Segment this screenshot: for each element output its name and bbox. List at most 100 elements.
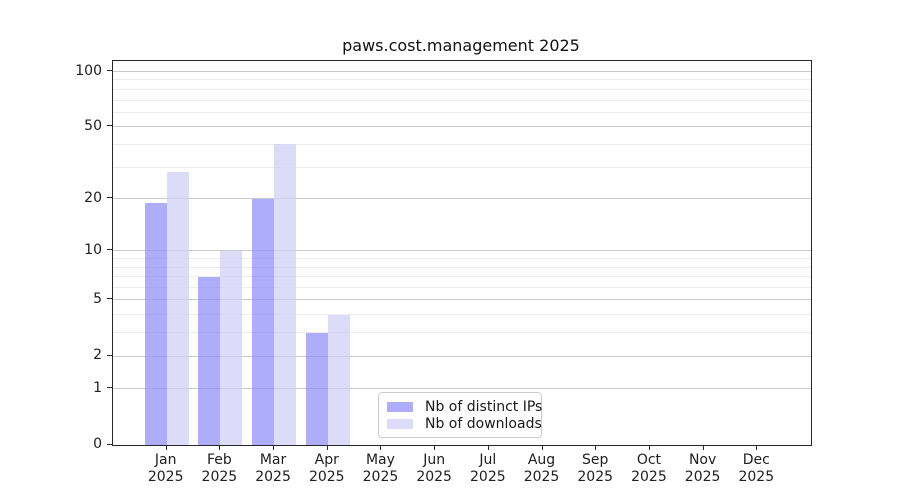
y-tick-mark bbox=[107, 197, 112, 199]
y-tick-mark bbox=[107, 354, 112, 356]
x-tick-label: May 2025 bbox=[348, 452, 412, 486]
x-tick-month: Jan bbox=[154, 452, 177, 468]
gridline-major bbox=[113, 388, 811, 390]
gridline-major bbox=[113, 198, 811, 200]
bar-distinct-ips bbox=[252, 198, 275, 445]
x-tick-mark bbox=[219, 446, 221, 450]
y-tick-mark bbox=[107, 125, 112, 127]
x-tick-mark bbox=[380, 446, 382, 450]
x-tick-mark bbox=[487, 446, 489, 450]
gridline-major bbox=[113, 126, 811, 128]
bar-downloads bbox=[274, 144, 297, 445]
x-tick-mark bbox=[595, 446, 597, 450]
chart-title: paws.cost.management 2025 bbox=[342, 36, 580, 55]
x-tick-mark bbox=[434, 446, 436, 450]
x-tick-mark bbox=[756, 446, 758, 450]
gridline-minor bbox=[113, 287, 811, 289]
x-tick-month: Mar bbox=[259, 452, 287, 468]
x-tick-year: 2025 bbox=[470, 469, 506, 485]
x-tick-mark bbox=[648, 446, 650, 450]
y-tick-label: 20 bbox=[84, 189, 102, 206]
gridline-minor bbox=[113, 258, 811, 260]
x-tick-year: 2025 bbox=[684, 469, 721, 485]
x-tick-year: 2025 bbox=[308, 469, 345, 485]
y-tick-label: 10 bbox=[84, 241, 102, 258]
legend-swatch-downloads bbox=[387, 418, 413, 429]
x-tick-month: Jul bbox=[479, 452, 497, 468]
gridline-minor bbox=[113, 99, 811, 101]
x-tick-year: 2025 bbox=[416, 469, 452, 485]
x-tick-label: Aug 2025 bbox=[510, 452, 574, 486]
gridline-minor bbox=[113, 88, 811, 90]
gridline-major bbox=[113, 355, 811, 357]
x-tick-label: Jul 2025 bbox=[456, 452, 520, 486]
x-tick-month: Dec bbox=[742, 452, 770, 468]
x-tick-label: Nov 2025 bbox=[671, 452, 735, 486]
x-tick-label: Sep 2025 bbox=[563, 452, 627, 486]
gridline-major bbox=[113, 250, 811, 252]
gridline-major bbox=[113, 299, 811, 301]
x-tick-year: 2025 bbox=[738, 469, 775, 485]
y-tick-label: 50 bbox=[84, 117, 102, 134]
x-tick-mark bbox=[702, 446, 704, 450]
legend: Nb of distinct IPs Nb of downloads bbox=[378, 392, 542, 438]
legend-label-distinct-ips: Nb of distinct IPs bbox=[425, 398, 543, 415]
x-tick-year: 2025 bbox=[255, 469, 291, 485]
legend-item-distinct-ips: Nb of distinct IPs bbox=[387, 398, 543, 415]
x-tick-label: Feb 2025 bbox=[187, 452, 251, 486]
y-tick-mark bbox=[107, 70, 112, 71]
x-tick-year: 2025 bbox=[631, 469, 667, 485]
bar-distinct-ips bbox=[144, 202, 167, 445]
x-tick-label: Jan 2025 bbox=[134, 452, 198, 486]
x-tick-year: 2025 bbox=[147, 469, 184, 485]
x-tick-year: 2025 bbox=[362, 469, 399, 485]
bar-downloads bbox=[220, 250, 243, 445]
gridline-minor bbox=[113, 314, 811, 316]
y-tick-label: 1 bbox=[93, 379, 102, 396]
legend-label-downloads: Nb of downloads bbox=[425, 415, 542, 432]
y-tick-label: 2 bbox=[93, 347, 102, 364]
x-tick-label: Jun 2025 bbox=[402, 452, 466, 486]
x-tick-mark bbox=[326, 446, 328, 450]
y-tick-mark bbox=[107, 387, 112, 389]
y-tick-label: 0 bbox=[93, 436, 102, 452]
gridline-minor bbox=[113, 79, 811, 81]
gridline-minor bbox=[113, 111, 811, 113]
bar-downloads bbox=[166, 172, 189, 445]
y-tick-mark bbox=[107, 249, 112, 251]
x-tick-label: Dec 2025 bbox=[724, 452, 788, 486]
x-tick-mark bbox=[273, 446, 275, 450]
gridline-major bbox=[113, 71, 811, 72]
legend-swatch-distinct-ips bbox=[387, 401, 413, 412]
x-tick-year: 2025 bbox=[201, 469, 238, 485]
legend-item-downloads: Nb of downloads bbox=[387, 415, 542, 432]
x-tick-label: Oct 2025 bbox=[617, 452, 681, 486]
y-tick-mark bbox=[107, 443, 112, 445]
x-tick-year: 2025 bbox=[577, 469, 614, 485]
x-tick-month: Sep bbox=[582, 452, 609, 468]
x-tick-mark bbox=[165, 446, 167, 450]
bar-distinct-ips bbox=[305, 332, 328, 445]
x-tick-mark bbox=[541, 446, 543, 450]
x-tick-year: 2025 bbox=[523, 469, 560, 485]
x-tick-month: Apr bbox=[314, 452, 339, 468]
x-tick-label: Apr 2025 bbox=[295, 452, 359, 486]
gridline-minor bbox=[113, 166, 811, 168]
x-tick-month: Feb bbox=[206, 452, 232, 468]
x-tick-month: Aug bbox=[527, 452, 556, 468]
gridline-minor bbox=[113, 143, 811, 145]
gridline-minor bbox=[113, 266, 811, 268]
y-tick-label: 5 bbox=[93, 290, 102, 307]
gridline-minor bbox=[113, 276, 811, 278]
bar-distinct-ips bbox=[198, 276, 221, 445]
x-tick-month: May bbox=[365, 452, 395, 468]
plot-area bbox=[112, 60, 812, 446]
bar-downloads bbox=[327, 314, 350, 445]
x-tick-month: Oct bbox=[636, 452, 662, 468]
y-tick-mark bbox=[107, 298, 112, 300]
x-tick-month: Nov bbox=[688, 452, 717, 468]
gridline-minor bbox=[113, 332, 811, 334]
x-tick-label: Mar 2025 bbox=[241, 452, 305, 486]
x-tick-month: Jun bbox=[423, 452, 446, 468]
